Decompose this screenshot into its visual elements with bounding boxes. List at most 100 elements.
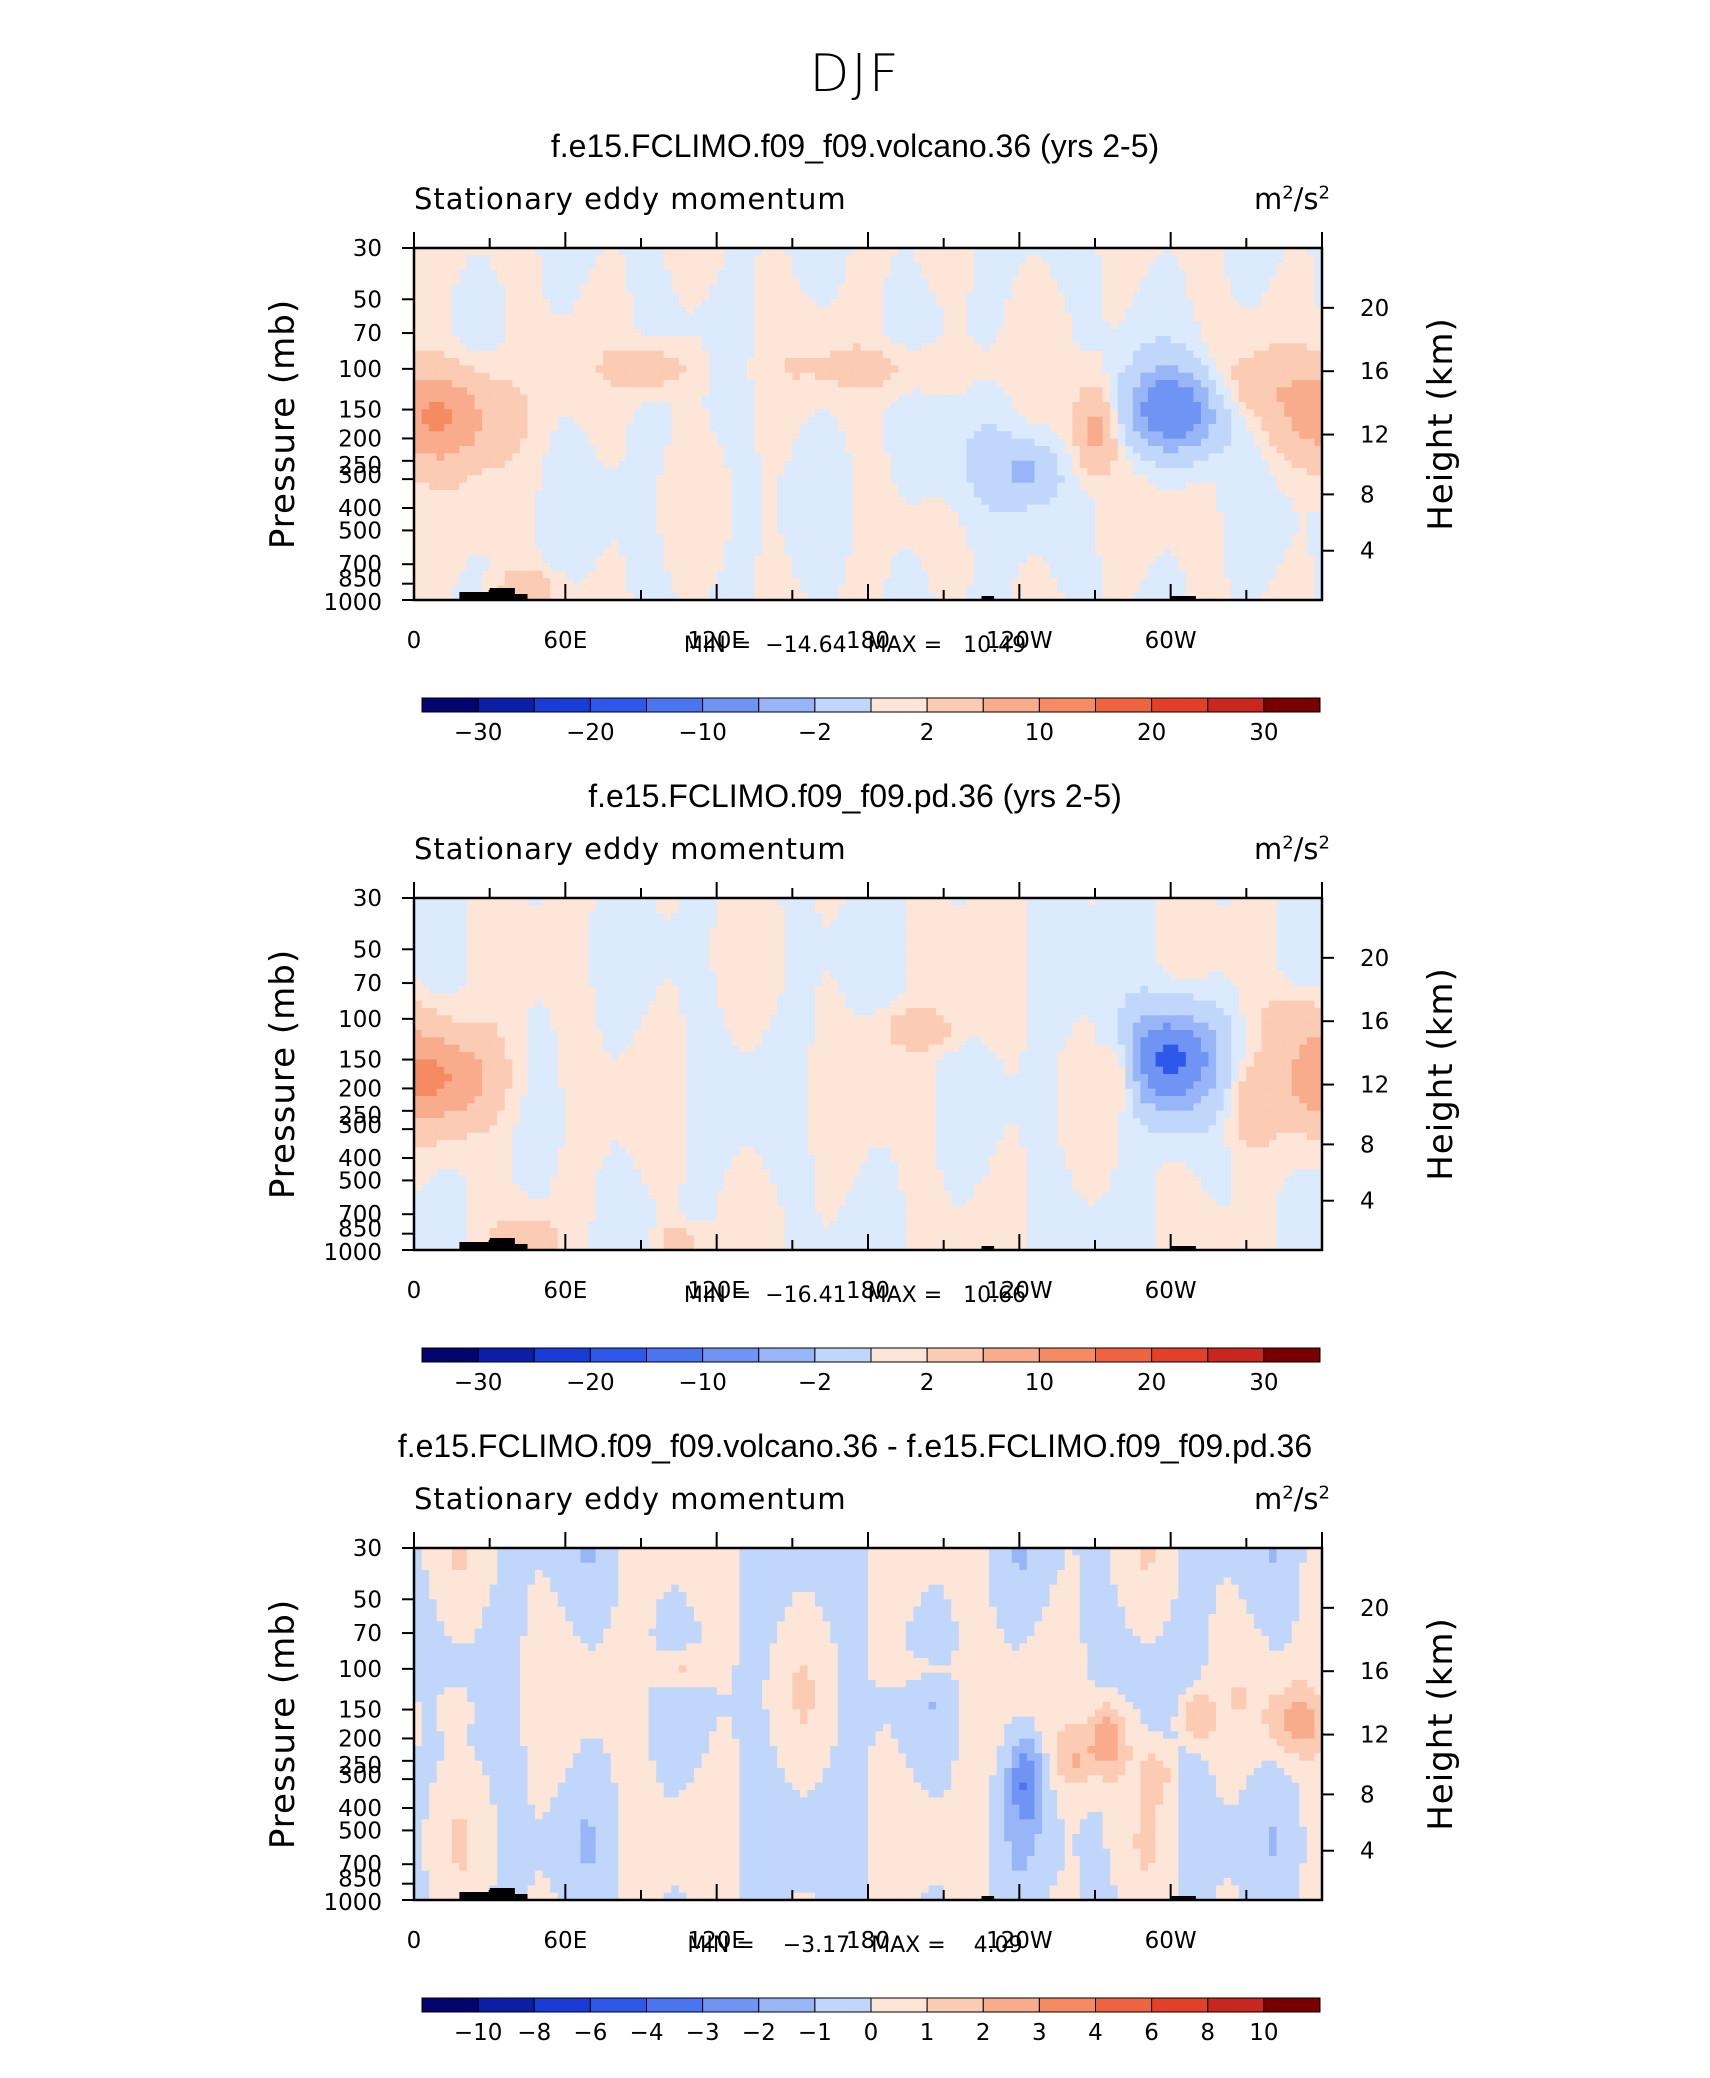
contour-cell xyxy=(482,519,491,528)
contour-cell xyxy=(610,365,619,374)
contour-cell xyxy=(1026,409,1036,418)
contour-cell xyxy=(716,438,725,447)
contour-cell xyxy=(550,490,559,498)
contour-cell xyxy=(746,343,756,352)
contour-cell xyxy=(815,292,824,300)
contour-cell xyxy=(1200,270,1210,278)
contour-cell xyxy=(754,453,763,462)
contour-cell xyxy=(421,328,430,337)
contour-cell xyxy=(1072,277,1081,286)
contour-cell xyxy=(868,365,877,374)
contour-cell xyxy=(1087,394,1096,403)
contour-cell xyxy=(1253,482,1263,491)
contour-cell xyxy=(875,534,884,542)
contour-cell xyxy=(837,255,846,264)
contour-cell xyxy=(588,284,597,293)
contour-cell xyxy=(716,541,725,550)
contour-cell xyxy=(989,541,998,550)
contour-cell xyxy=(1147,248,1157,256)
contour-cell xyxy=(860,343,869,352)
contour-cell xyxy=(1291,512,1300,520)
contour-cell xyxy=(799,270,809,278)
contour-cell xyxy=(724,262,733,271)
contour-cell xyxy=(746,262,756,271)
contour-cell xyxy=(852,504,862,513)
contour-cell xyxy=(746,519,756,528)
contour-cell xyxy=(1095,394,1104,403)
contour-cell xyxy=(1011,460,1020,469)
contour-cell xyxy=(822,299,831,308)
contour-cell xyxy=(1238,490,1247,498)
contour-cell xyxy=(1057,299,1066,308)
contour-cell xyxy=(716,402,725,410)
contour-cell xyxy=(989,460,998,469)
contour-cell xyxy=(754,306,763,315)
contour-cell xyxy=(724,394,733,403)
contour-cell xyxy=(1185,482,1194,491)
contour-cell xyxy=(610,438,619,447)
contour-cell xyxy=(837,460,846,469)
contour-cell xyxy=(542,519,551,528)
contour-cell xyxy=(641,372,650,381)
contour-cell xyxy=(580,262,589,271)
contour-cell xyxy=(716,416,725,425)
contour-cell xyxy=(913,365,922,374)
contour-cell xyxy=(746,336,756,344)
contour-cell xyxy=(951,468,960,476)
contour-cell xyxy=(769,328,778,337)
contour-cell xyxy=(1284,482,1293,491)
contour-cell xyxy=(890,497,899,506)
contour-cell xyxy=(1004,460,1013,469)
contour-cell xyxy=(459,541,468,550)
contour-cell xyxy=(678,548,687,557)
contour-cell xyxy=(641,248,650,256)
contour-cell xyxy=(663,519,672,528)
contour-cell xyxy=(489,328,498,337)
contour-cell xyxy=(1079,365,1089,374)
contour-cell xyxy=(1178,409,1187,418)
contour-cell xyxy=(920,504,930,513)
contour-cell xyxy=(466,387,476,396)
contour-cell xyxy=(1147,270,1157,278)
contour-cell xyxy=(898,306,907,315)
contour-cell xyxy=(958,490,967,498)
min-max-label: MIN = −14.64 MAX = 10.49 xyxy=(683,633,1027,658)
contour-cell xyxy=(414,409,423,418)
contour-cell xyxy=(1208,292,1217,300)
contour-cell xyxy=(1208,512,1217,520)
contour-cell xyxy=(489,350,498,359)
contour-cell xyxy=(784,299,793,308)
contour-cell xyxy=(709,431,718,440)
contour-cell xyxy=(1231,306,1240,315)
contour-cell xyxy=(618,299,627,308)
contour-cell xyxy=(1026,387,1036,396)
contour-cell xyxy=(633,409,642,418)
contour-cell xyxy=(656,372,665,381)
contour-cell xyxy=(1170,453,1179,462)
contour-cell xyxy=(989,350,998,359)
contour-cell xyxy=(648,504,657,513)
contour-cell xyxy=(535,446,544,454)
contour-cell xyxy=(421,409,430,418)
contour-cell xyxy=(1246,519,1255,528)
contour-cell xyxy=(852,431,862,440)
contour-cell xyxy=(1034,438,1043,447)
contour-cell xyxy=(625,336,635,344)
contour-cell xyxy=(633,541,642,550)
contour-cell xyxy=(595,460,604,469)
contour-cell xyxy=(557,270,566,278)
contour-cell xyxy=(1306,497,1316,506)
contour-cell xyxy=(1110,460,1119,469)
contour-cell xyxy=(474,248,483,256)
contour-cell xyxy=(1246,350,1255,359)
contour-cell xyxy=(792,336,801,344)
contour-cell xyxy=(709,343,718,352)
contour-cell xyxy=(1216,248,1225,256)
contour-cell xyxy=(678,526,687,535)
contour-cell xyxy=(542,512,551,520)
contour-cell xyxy=(618,248,627,256)
contour-cell xyxy=(966,453,975,462)
contour-cell xyxy=(466,284,476,293)
contour-cell xyxy=(512,526,521,535)
contour-cell xyxy=(1132,314,1141,322)
